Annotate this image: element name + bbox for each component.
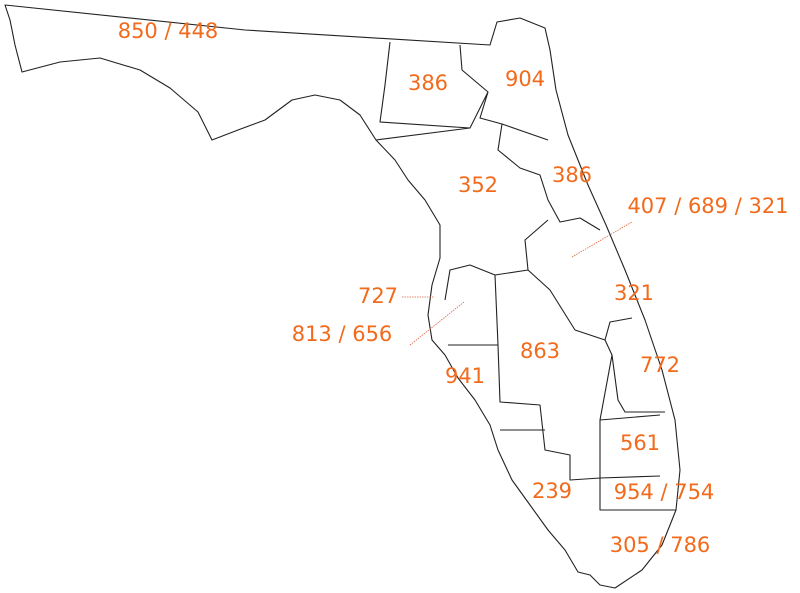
- area-code-label: 352: [458, 173, 498, 197]
- leader-line: [571, 221, 633, 258]
- area-code-label: 239: [532, 479, 572, 503]
- area-code-label: 850 / 448: [118, 19, 219, 43]
- area-code-label: 863: [520, 339, 560, 363]
- area-code-label: 561: [620, 431, 660, 455]
- area-code-label: 305 / 786: [610, 533, 711, 557]
- state-outline: [4, 4, 681, 589]
- area-code-label: 386: [552, 163, 592, 187]
- area-code-label: 772: [640, 353, 680, 377]
- area-code-label: 813 / 656: [292, 322, 393, 346]
- area-code-label: 954 / 754: [614, 480, 715, 504]
- region-borders: [375, 41, 676, 511]
- area-code-label: 904: [505, 67, 545, 91]
- area-code-label: 386: [408, 71, 448, 95]
- area-code-label: 321: [614, 281, 654, 305]
- leader-line: [409, 301, 465, 346]
- area-code-label: 727: [358, 284, 398, 308]
- area-code-label: 941: [445, 364, 485, 388]
- area-code-label: 407 / 689 / 321: [627, 194, 788, 218]
